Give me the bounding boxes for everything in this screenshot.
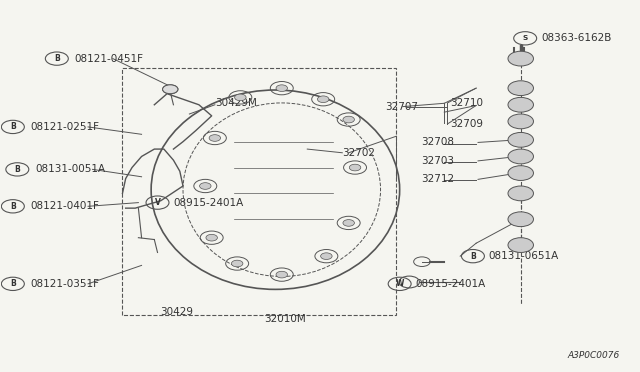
Text: B: B	[15, 165, 20, 174]
Text: 32709: 32709	[451, 119, 484, 129]
Circle shape	[343, 219, 355, 226]
Circle shape	[508, 186, 534, 201]
Circle shape	[206, 234, 218, 241]
Text: 08121-0451F: 08121-0451F	[75, 54, 143, 64]
Text: 08363-6162B: 08363-6162B	[541, 33, 611, 43]
Circle shape	[508, 132, 534, 147]
Text: 32710: 32710	[451, 98, 484, 108]
Text: 08131-0051A: 08131-0051A	[35, 164, 106, 174]
Text: 30429: 30429	[160, 307, 193, 317]
Text: B: B	[10, 122, 16, 131]
Circle shape	[508, 166, 534, 180]
Circle shape	[209, 135, 221, 141]
Circle shape	[508, 97, 534, 112]
Text: B: B	[470, 251, 476, 261]
Circle shape	[508, 149, 534, 164]
Text: 08915-2401A: 08915-2401A	[173, 198, 244, 208]
Text: B: B	[54, 54, 60, 63]
Text: S: S	[523, 35, 528, 41]
Text: W: W	[396, 279, 404, 288]
Circle shape	[508, 212, 534, 227]
Circle shape	[200, 183, 211, 189]
Circle shape	[343, 116, 355, 123]
Circle shape	[232, 260, 243, 267]
Text: 32712: 32712	[420, 174, 454, 185]
Text: 08121-0251F: 08121-0251F	[31, 122, 100, 132]
Text: B: B	[10, 279, 16, 288]
Text: 32708: 32708	[420, 137, 454, 147]
Circle shape	[508, 51, 534, 66]
Text: A3P0C0076: A3P0C0076	[567, 350, 620, 359]
Text: 08121-0401F: 08121-0401F	[31, 201, 100, 211]
Text: 32010M: 32010M	[264, 314, 306, 324]
Text: 32707: 32707	[385, 102, 418, 112]
Text: 08121-0351F: 08121-0351F	[31, 279, 100, 289]
Text: 32703: 32703	[420, 156, 454, 166]
Circle shape	[508, 81, 534, 96]
Text: 08915-2401A: 08915-2401A	[415, 279, 486, 289]
Circle shape	[317, 96, 329, 103]
Text: 30429M: 30429M	[215, 98, 257, 108]
Text: V: V	[155, 198, 161, 207]
Circle shape	[321, 253, 332, 260]
Circle shape	[276, 85, 287, 92]
Text: 32702: 32702	[342, 148, 375, 158]
Circle shape	[349, 164, 361, 171]
Circle shape	[235, 94, 246, 101]
Text: B: B	[10, 202, 16, 211]
Circle shape	[163, 85, 178, 94]
Text: 08131-0651A: 08131-0651A	[489, 251, 559, 261]
Circle shape	[276, 271, 287, 278]
Circle shape	[508, 114, 534, 129]
Circle shape	[508, 238, 534, 253]
